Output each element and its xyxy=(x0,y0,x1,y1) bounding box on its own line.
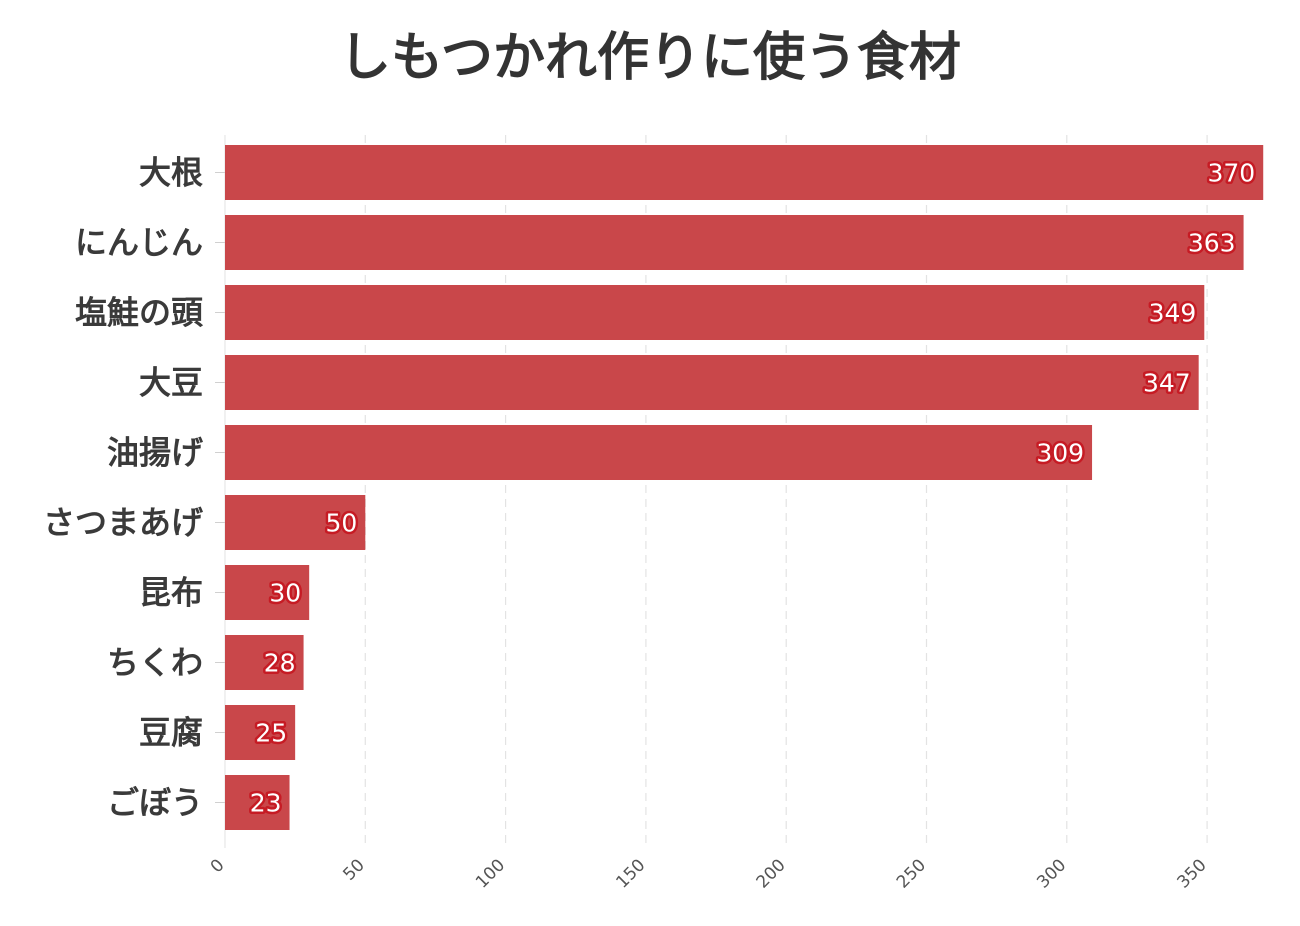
x-tick-label: 200 xyxy=(753,855,790,892)
category-label: 塩鮭の頭 xyxy=(75,294,204,332)
bar xyxy=(225,705,296,760)
x-tick-label: 150 xyxy=(612,855,649,892)
x-tick-label: 350 xyxy=(1174,855,1211,892)
bar xyxy=(225,355,1199,410)
category-label: 油揚げ xyxy=(107,434,203,472)
x-tick-label: 100 xyxy=(472,855,509,892)
bar xyxy=(225,285,1205,340)
bar xyxy=(225,495,366,550)
data-label: 50 xyxy=(325,509,357,538)
x-tick-label: 0 xyxy=(207,855,229,877)
bar xyxy=(225,425,1093,480)
data-label: 30 xyxy=(269,579,301,608)
category-label: ごぼう xyxy=(107,784,203,822)
category-label: ちくわ xyxy=(107,644,203,682)
data-label: 23 xyxy=(250,789,282,818)
data-label: 28 xyxy=(264,649,296,678)
x-tick-label: 250 xyxy=(893,855,930,892)
category-label: 豆腐 xyxy=(139,714,203,752)
bar xyxy=(225,215,1244,270)
chart-title: しもつかれ作りに使う食材 xyxy=(339,28,961,88)
x-tick-label: 300 xyxy=(1033,855,1070,892)
bar xyxy=(225,775,290,830)
data-label: 370 xyxy=(1208,159,1256,188)
bar xyxy=(225,565,310,620)
bar xyxy=(225,145,1264,200)
category-label: 昆布 xyxy=(139,574,203,612)
data-label: 25 xyxy=(255,719,287,748)
category-label: 大根 xyxy=(139,154,203,192)
category-label: にんじん xyxy=(75,224,203,262)
category-label: 大豆 xyxy=(139,364,203,402)
x-tick-label: 50 xyxy=(339,855,368,884)
category-label: さつまあげ xyxy=(43,504,203,542)
data-label: 309 xyxy=(1036,439,1084,468)
data-label: 363 xyxy=(1188,229,1236,258)
data-label: 349 xyxy=(1149,299,1197,328)
data-label: 347 xyxy=(1143,369,1191,398)
bar xyxy=(225,635,304,690)
